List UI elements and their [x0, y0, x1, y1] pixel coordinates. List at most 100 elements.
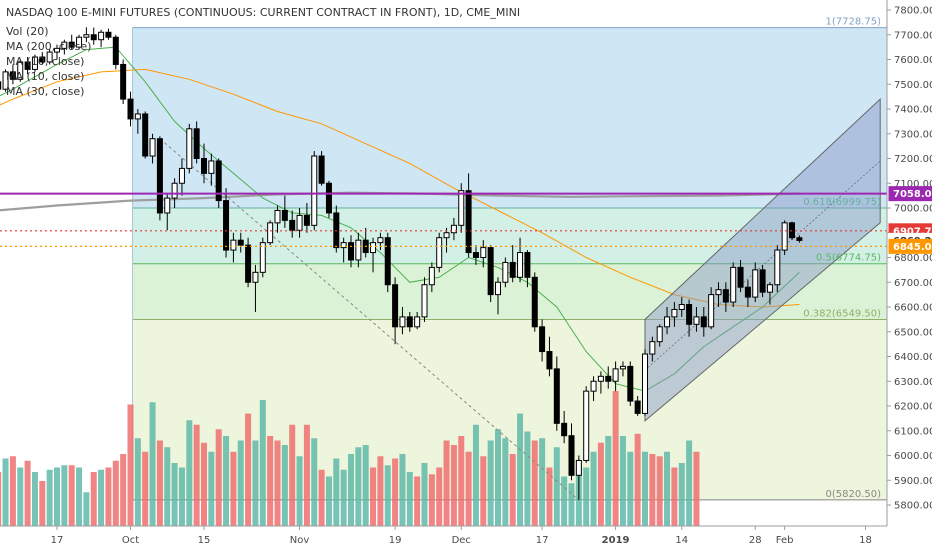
volume-bar: [54, 467, 60, 526]
volume-bar: [237, 440, 244, 526]
candle-body: [649, 341, 656, 355]
fib-labels: 1(7728.75) 0.618(6999.75) 0.5(6774.75) 0.38…: [803, 17, 881, 500]
candle-body: [568, 435, 575, 476]
volume-bar: [223, 436, 230, 526]
candle-body: [406, 316, 413, 328]
candle-body: [487, 247, 494, 296]
legend-indicator-1: MA (200, close): [6, 40, 91, 53]
candle-body: [671, 308, 678, 318]
volume-bar: [678, 463, 685, 526]
fib-label-0: 1(7728.75): [825, 17, 881, 28]
horizontal-lines[interactable]: [0, 192, 887, 247]
volume-bar: [539, 438, 546, 526]
y-tick-label: 7500.00: [894, 80, 932, 91]
volume-bar: [377, 456, 384, 526]
candle-body: [186, 128, 193, 169]
volume-bar: [612, 391, 619, 526]
candle-body: [340, 242, 347, 249]
volume-bar: [362, 445, 369, 526]
candle-body: [524, 252, 531, 278]
y-tick-label: 7400.00: [894, 105, 932, 116]
candle-body: [296, 214, 303, 231]
volume-bar: [127, 404, 134, 526]
volume-bar: [686, 440, 693, 526]
x-tick-label: Oct: [122, 535, 139, 546]
candle-body: [142, 113, 149, 157]
legend-indicator-0: Vol (20): [6, 25, 49, 38]
candle-body: [789, 222, 795, 239]
y-tick-label: 7700.00: [894, 30, 932, 41]
candle-body: [46, 51, 53, 63]
volume-bar: [9, 456, 16, 526]
candle-body: [634, 400, 641, 414]
y-tick-label: 6100.00: [894, 426, 932, 437]
candle-body: [384, 237, 391, 286]
candle-body: [656, 326, 663, 343]
candle-body: [245, 244, 252, 283]
volume-bar: [495, 429, 501, 526]
candle-body: [17, 61, 24, 80]
candle-body: [83, 34, 90, 38]
candle-body: [450, 224, 457, 234]
volume-bar: [619, 436, 626, 526]
candle-body: [678, 304, 685, 310]
volume-bar: [24, 460, 31, 526]
candle-body: [39, 56, 46, 63]
volume-bar: [509, 454, 516, 526]
candle-body: [715, 289, 722, 296]
volume-bar: [230, 451, 237, 526]
volume-bar: [98, 469, 105, 526]
candle-body: [627, 365, 634, 402]
candle-body: [774, 249, 781, 286]
candle-body: [355, 239, 362, 261]
volume-bar: [399, 454, 406, 526]
candle-body: [370, 242, 377, 254]
candle-body: [752, 269, 759, 298]
y-tick-label: 6700.00: [894, 278, 932, 289]
x-tick-label: 15: [198, 535, 211, 546]
candle-body: [164, 197, 171, 214]
candle-body: [546, 351, 553, 370]
x-tick-label: Feb: [776, 535, 794, 546]
volume-bar: [524, 431, 531, 526]
candle-body: [318, 155, 325, 184]
volume-bar: [502, 438, 509, 526]
candle-body: [531, 276, 538, 328]
candle-body: [443, 232, 450, 239]
candle-body: [575, 459, 582, 476]
candle-body: [193, 128, 200, 160]
volume-bar: [201, 442, 207, 526]
candle-body: [348, 242, 354, 261]
volume-bar: [605, 436, 612, 526]
candle-body: [436, 237, 443, 268]
legend-indicator-2: MA (10, close): [6, 55, 84, 68]
y-tick-label: 6200.00: [894, 402, 932, 413]
candle-body: [230, 239, 237, 251]
volume-bar: [414, 476, 421, 526]
volume-bar: [531, 440, 538, 526]
candle-body: [480, 247, 487, 259]
x-tick-label: 17: [51, 535, 64, 546]
candle-body: [9, 71, 16, 80]
candle-body: [112, 36, 119, 65]
volume-bar: [627, 451, 634, 526]
candle-body: [267, 222, 274, 244]
candle-body: [722, 289, 729, 303]
volume-bar: [583, 467, 590, 526]
price-tag-0: [888, 186, 932, 202]
y-tick-label: 7100.00: [894, 179, 932, 190]
volume-bar: [289, 424, 296, 526]
ma-slow-line: [0, 68, 800, 308]
volume-bar: [340, 469, 347, 526]
candle-body: [612, 368, 619, 382]
volume-bar: [318, 469, 325, 526]
volume-bar: [370, 467, 377, 526]
volume-bar: [546, 467, 553, 526]
candle-body: [766, 284, 773, 293]
candle-body: [76, 36, 83, 48]
volume-bar: [642, 451, 648, 526]
candle-body: [605, 375, 612, 382]
volume-bar: [296, 456, 303, 526]
y-tick-label: 7000.00: [894, 204, 932, 215]
